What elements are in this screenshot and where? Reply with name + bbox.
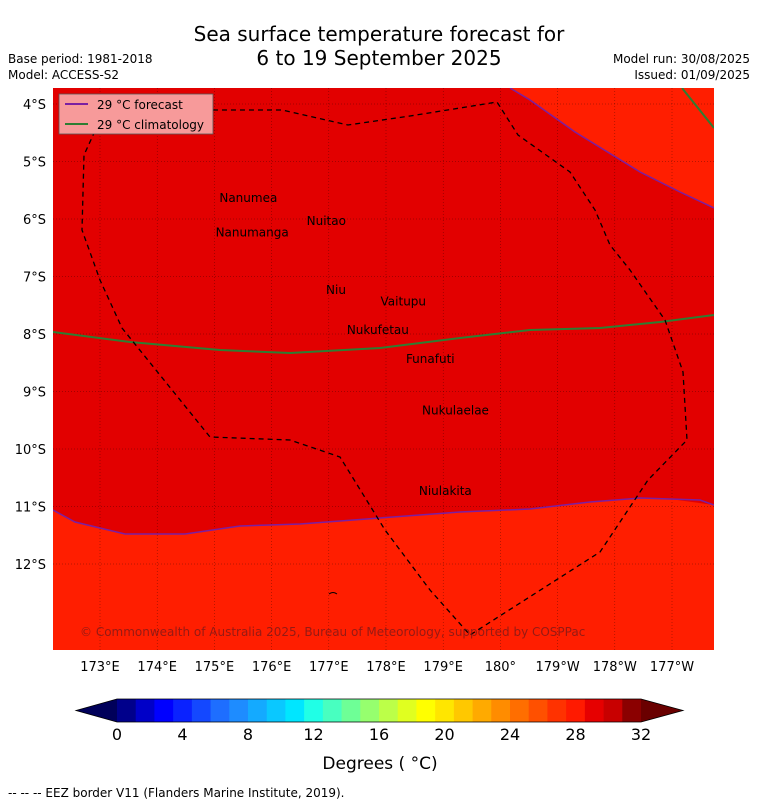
lat-tick-label: 6°S xyxy=(23,213,46,228)
colorbar-high-extension xyxy=(641,699,683,722)
colorbar-tick-label: 4 xyxy=(177,725,187,744)
colorbar-segment xyxy=(528,699,548,722)
forecast-contour-south xyxy=(53,497,714,535)
lon-tick-label: 179°W xyxy=(536,660,580,675)
lon-tick-label: 179°E xyxy=(423,660,463,675)
place-label: Nuitao xyxy=(307,214,346,228)
colorbar-segment xyxy=(154,699,174,722)
colorbar-segment xyxy=(472,699,492,722)
colorbar-segment xyxy=(584,699,604,722)
colorbar-tick-label: 32 xyxy=(631,725,651,744)
colorbar-tick-label: 20 xyxy=(434,725,454,744)
colorbar-segment xyxy=(547,699,567,722)
place-label: Vaitupu xyxy=(381,294,427,308)
legend-label-climatology: 29 °C climatology xyxy=(97,118,204,132)
lat-tick-label: 10°S xyxy=(15,443,46,458)
lon-tick-label: 180° xyxy=(485,660,516,675)
lon-tick-label: 174°E xyxy=(137,660,177,675)
colorbar-tick-label: 0 xyxy=(112,725,122,744)
eez-border xyxy=(81,101,688,636)
colorbar-segment xyxy=(379,699,399,722)
colorbar-segment xyxy=(397,699,417,722)
title-line1: Sea surface temperature forecast for xyxy=(193,22,565,46)
lat-tick-label: 9°S xyxy=(23,386,46,401)
legend-box: 29 °C forecast 29 °C climatology xyxy=(58,93,214,135)
colorbar-segment xyxy=(435,699,455,722)
small-island-outline xyxy=(328,592,338,595)
colorbar-tick-label: 12 xyxy=(303,725,323,744)
colorbar-tick-label: 28 xyxy=(565,725,585,744)
place-label: Nanumanga xyxy=(216,225,289,239)
latitude-axis: 4°S 5°S 6°S 7°S 8°S 9°S 10°S 11°S 12°S xyxy=(15,98,46,573)
climatology-contour xyxy=(53,314,714,355)
lat-tick-label: 5°S xyxy=(23,156,46,171)
model-name: Model: ACCESS-S2 xyxy=(8,68,120,82)
chart-title: Sea surface temperature forecast for 6 t… xyxy=(0,22,758,70)
title-line2: 6 to 19 September 2025 xyxy=(256,46,502,70)
forecast-contour-north xyxy=(509,88,714,209)
place-label: Nanumea xyxy=(219,191,277,205)
climatology-contour-corner xyxy=(681,88,714,129)
colorbar-segment xyxy=(210,699,230,722)
colorbar-segment xyxy=(322,699,342,722)
map-area: Nanumea Nuitao Nanumanga Niu Vaitupu Nukufeta… xyxy=(53,88,714,650)
place-label: Niulakita xyxy=(419,484,472,498)
colorbar-segment xyxy=(360,699,380,722)
copyright-text: © Commonwealth of Australia 2025, Bureau… xyxy=(80,625,585,639)
colorbar-segment xyxy=(285,699,305,722)
colorbar-segment xyxy=(453,699,473,722)
colorbar-segment xyxy=(117,699,137,722)
colorbar-label: Degrees ( °C) xyxy=(322,754,437,774)
colorbar-segment xyxy=(416,699,436,722)
lon-tick-label: 173°E xyxy=(80,660,120,675)
colorbar-segment xyxy=(566,699,586,722)
colorbar-segment xyxy=(248,699,268,722)
colorbar-segment xyxy=(510,699,530,722)
lon-tick-label: 178°E xyxy=(366,660,406,675)
place-label: Nukulaelae xyxy=(422,404,489,418)
colorbar-outline xyxy=(74,698,685,723)
lat-lon-grid xyxy=(53,88,714,650)
colorbar-tick-label: 24 xyxy=(500,725,520,744)
colorbar-segment xyxy=(191,699,211,722)
sst-hot-region xyxy=(53,88,714,534)
lon-tick-label: 175°E xyxy=(195,660,235,675)
colorbar-tick-label: 8 xyxy=(243,725,253,744)
lon-tick-label: 176°E xyxy=(252,660,292,675)
colorbar-segment xyxy=(622,699,642,722)
colorbar-segment xyxy=(229,699,249,722)
colorbar-segment xyxy=(491,699,511,722)
lat-tick-label: 11°S xyxy=(15,501,46,516)
place-label: Niu xyxy=(326,283,346,297)
eez-source-note: -- -- -- EEZ border V11 (Flanders Marine… xyxy=(8,786,345,800)
legend-label-forecast: 29 °C forecast xyxy=(97,98,183,112)
colorbar-segment xyxy=(304,699,324,722)
place-labels: Nanumea Nuitao Nanumanga Niu Vaitupu Nukufeta… xyxy=(216,191,489,498)
lat-tick-label: 12°S xyxy=(15,558,46,573)
colorbar-segment xyxy=(341,699,361,722)
colorbar-segment xyxy=(135,699,155,722)
colorbar-low-extension xyxy=(76,699,117,722)
model-run: Model run: 30/08/2025 xyxy=(612,52,750,66)
colorbar-segment xyxy=(173,699,193,722)
lat-tick-label: 8°S xyxy=(23,328,46,343)
longitude-axis: 173°E 174°E 175°E 176°E 177°E 178°E 179°E 180° 1… xyxy=(80,660,694,675)
issued-date: Issued: 01/09/2025 xyxy=(634,68,750,82)
place-label: Nukufetau xyxy=(347,323,409,337)
colorbar-segment xyxy=(603,699,623,722)
lon-tick-label: 177°E xyxy=(309,660,349,675)
lon-tick-label: 178°W xyxy=(593,660,637,675)
lon-tick-label: 177°W xyxy=(650,660,694,675)
lat-tick-label: 4°S xyxy=(23,98,46,113)
lat-tick-label: 7°S xyxy=(23,271,46,286)
base-period: Base period: 1981-2018 xyxy=(8,52,153,66)
colorbar-segment xyxy=(266,699,286,722)
place-label: Funafuti xyxy=(406,352,455,366)
colorbar-tick-label: 16 xyxy=(369,725,389,744)
legend-background xyxy=(58,93,214,135)
colorbar: 0 4 8 12 16 20 24 28 32 xyxy=(74,698,685,744)
